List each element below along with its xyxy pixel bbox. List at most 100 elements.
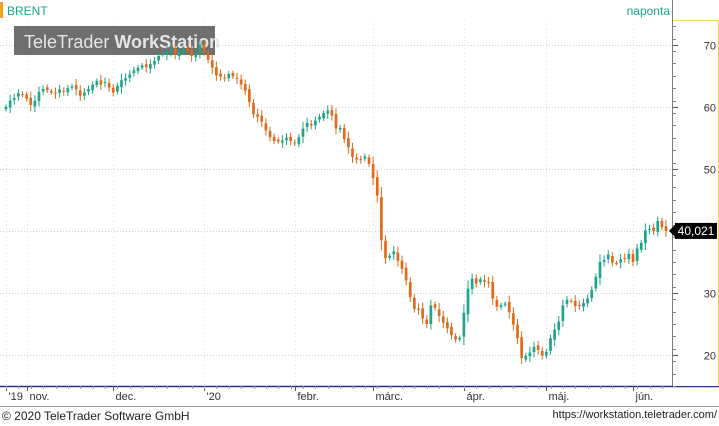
candle-body bbox=[8, 100, 12, 108]
candle-body bbox=[598, 261, 602, 278]
candle-body bbox=[334, 114, 338, 129]
candle-body bbox=[169, 49, 173, 52]
candle-body bbox=[322, 113, 325, 119]
candle-body bbox=[330, 110, 334, 116]
candle-body bbox=[223, 77, 226, 79]
candle-body bbox=[417, 308, 420, 310]
candle-body bbox=[227, 73, 231, 79]
candle-body bbox=[619, 259, 622, 263]
candle-body bbox=[545, 351, 548, 356]
candle-body bbox=[281, 140, 284, 143]
candle-body bbox=[41, 88, 45, 92]
y-tick-label-60: 60 bbox=[704, 103, 716, 115]
candle-body bbox=[586, 298, 589, 304]
candle-body bbox=[615, 263, 618, 265]
candle-body bbox=[318, 116, 321, 120]
candle-body bbox=[363, 156, 367, 159]
candle-body bbox=[107, 83, 111, 88]
candle-body bbox=[549, 338, 552, 351]
candle-body bbox=[367, 157, 371, 164]
candle-body bbox=[124, 78, 127, 81]
candle-body bbox=[272, 136, 276, 141]
candle-body bbox=[631, 253, 635, 262]
candle-body bbox=[462, 312, 466, 337]
candle-body bbox=[4, 106, 8, 110]
candle-body bbox=[293, 142, 297, 144]
candle-body bbox=[437, 309, 441, 316]
candle-body bbox=[99, 80, 103, 85]
candle-body bbox=[157, 55, 160, 61]
candle-body bbox=[524, 355, 528, 360]
candle-body bbox=[578, 304, 581, 306]
candle-body bbox=[268, 130, 272, 138]
candle-body bbox=[78, 90, 82, 96]
candle-body bbox=[458, 337, 462, 340]
candle-body bbox=[532, 346, 536, 353]
candle-body bbox=[582, 302, 585, 307]
candle-body bbox=[351, 148, 354, 158]
candle-body bbox=[569, 300, 573, 302]
candle-body bbox=[404, 267, 408, 281]
candle-body bbox=[507, 302, 511, 313]
x-tick-label-2: dec. bbox=[116, 391, 137, 403]
candle-body bbox=[338, 127, 342, 130]
candle-body bbox=[454, 336, 457, 340]
candle-body bbox=[17, 93, 20, 97]
candle-body bbox=[54, 92, 57, 94]
candle-body bbox=[165, 51, 169, 55]
candle-body bbox=[503, 303, 507, 305]
candle-body bbox=[421, 308, 424, 319]
last-value-marker: 40,021 bbox=[669, 222, 717, 239]
candle-body bbox=[491, 282, 495, 299]
candle-body bbox=[260, 115, 264, 122]
candle-body bbox=[239, 79, 243, 85]
y-tick-label-20: 20 bbox=[704, 351, 716, 363]
candle-body bbox=[479, 279, 482, 283]
candle-body bbox=[243, 84, 247, 91]
candle-body bbox=[289, 136, 292, 141]
candle-body bbox=[433, 304, 437, 308]
candle-body bbox=[392, 251, 396, 255]
candle-body bbox=[252, 102, 255, 115]
candle-body bbox=[305, 122, 309, 128]
candle-body bbox=[528, 352, 532, 357]
interval-label: naponta bbox=[627, 4, 671, 18]
candle-body bbox=[91, 84, 94, 91]
candle-body bbox=[483, 280, 486, 282]
candle-body bbox=[425, 319, 429, 324]
candle-body bbox=[87, 88, 90, 92]
candle-body bbox=[648, 229, 651, 231]
watermark-box bbox=[14, 26, 215, 55]
candle-body bbox=[62, 90, 66, 92]
y-tick-label-30: 30 bbox=[704, 289, 716, 301]
candle-body bbox=[202, 43, 206, 52]
candle-body bbox=[177, 51, 181, 57]
candle-body bbox=[309, 123, 313, 126]
candle-body bbox=[388, 255, 391, 258]
candle-body bbox=[611, 255, 614, 263]
candle-body bbox=[83, 92, 86, 96]
candle-body bbox=[70, 86, 74, 88]
candle-body bbox=[375, 177, 379, 196]
website-link[interactable]: https://workstation.teletrader.com/ bbox=[552, 409, 717, 421]
candle-body bbox=[342, 127, 346, 140]
candle-body bbox=[116, 85, 119, 92]
candle-body bbox=[487, 281, 490, 284]
candles bbox=[4, 39, 668, 365]
candle-body bbox=[627, 253, 631, 260]
candle-body bbox=[594, 276, 598, 289]
candle-body bbox=[355, 157, 358, 160]
candle-body bbox=[660, 220, 664, 228]
candle-body bbox=[450, 326, 453, 336]
candle-body bbox=[639, 242, 643, 250]
candle-body bbox=[66, 88, 70, 93]
candle-body bbox=[602, 260, 606, 262]
candle-body bbox=[635, 248, 639, 261]
x-tick-label-5: márc. bbox=[376, 391, 404, 403]
candle-body bbox=[326, 110, 330, 114]
x-tick-label-8: jún. bbox=[635, 391, 654, 403]
candle-body bbox=[623, 257, 627, 259]
candle-body bbox=[182, 49, 185, 53]
candle-body bbox=[384, 240, 387, 259]
